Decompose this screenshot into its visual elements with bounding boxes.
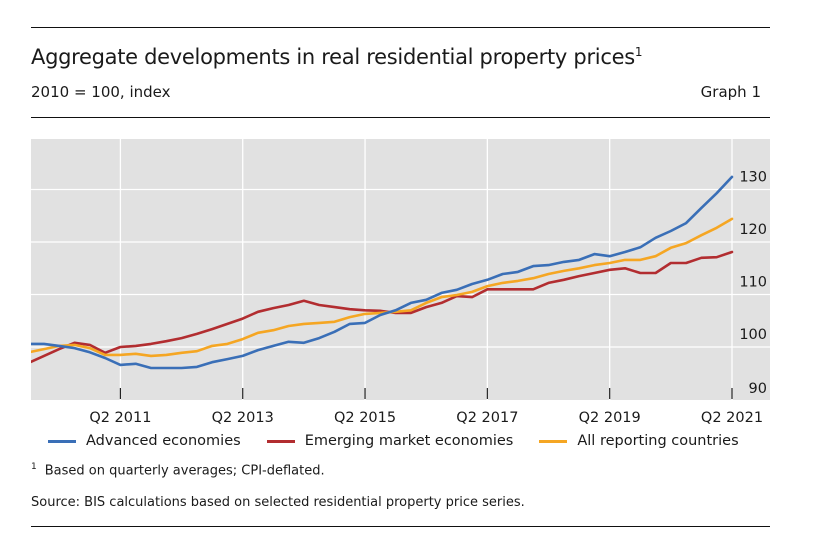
x-tick-label: Q2 2011 bbox=[89, 410, 151, 426]
top-rule bbox=[31, 27, 770, 28]
chart-title: Aggregate developments in real residenti… bbox=[31, 45, 643, 69]
y-tick-label: 110 bbox=[739, 275, 767, 291]
legend-label-advanced: Advanced economies bbox=[86, 433, 241, 449]
legend-swatch-all bbox=[539, 439, 568, 443]
chart-subtitle: 2010 = 100, index bbox=[31, 83, 171, 101]
legend-item-all: All reporting countries bbox=[539, 433, 739, 449]
legend-item-advanced: Advanced economies bbox=[48, 433, 241, 449]
chart-title-text: Aggregate developments in real residenti… bbox=[31, 45, 635, 69]
y-tick-label: 120 bbox=[739, 222, 767, 238]
line-chart: Q2 2011 Q2 2013 Q2 2015 Q2 2017 Q2 2019 Q2 20… bbox=[31, 139, 770, 426]
title-footnote-marker: 1 bbox=[634, 45, 643, 59]
y-axis: 90 100 110 120 130 bbox=[739, 170, 767, 398]
x-tick-label: Q2 2021 bbox=[701, 410, 763, 426]
series-line-all-reporting-countries bbox=[31, 217, 734, 358]
legend: Advanced economies Emerging market econo… bbox=[48, 433, 765, 449]
graph-label: Graph 1 bbox=[700, 83, 761, 101]
series-line-emerging-market-economies bbox=[31, 250, 734, 364]
series-line-advanced-economies bbox=[31, 175, 734, 370]
bottom-rule bbox=[31, 526, 770, 527]
source-note: Source: BIS calculations based on select… bbox=[31, 495, 525, 510]
x-tick-label: Q2 2015 bbox=[334, 410, 396, 426]
x-tick-label: Q2 2013 bbox=[212, 410, 274, 426]
legend-swatch-advanced bbox=[48, 439, 76, 443]
legend-item-emerging: Emerging market economies bbox=[266, 433, 514, 449]
x-tick-label: Q2 2017 bbox=[456, 410, 518, 426]
legend-swatch-emerging bbox=[266, 439, 295, 443]
legend-label-all: All reporting countries bbox=[577, 433, 739, 449]
footnote-marker: 1 bbox=[31, 462, 37, 472]
x-axis: Q2 2011 Q2 2013 Q2 2015 Q2 2017 Q2 2019 Q2 20… bbox=[89, 388, 763, 426]
x-tick-label: Q2 2019 bbox=[579, 410, 641, 426]
y-tick-label: 100 bbox=[739, 327, 767, 343]
header-rule bbox=[31, 117, 770, 118]
footnote-text: Based on quarterly averages; CPI-deflate… bbox=[44, 463, 325, 479]
y-tick-label: 90 bbox=[749, 381, 767, 397]
series-lines bbox=[31, 175, 734, 370]
legend-label-emerging: Emerging market economies bbox=[304, 433, 514, 449]
footnote: 1 Based on quarterly averages; CPI-deflat… bbox=[31, 462, 325, 478]
y-tick-label: 130 bbox=[739, 170, 767, 186]
